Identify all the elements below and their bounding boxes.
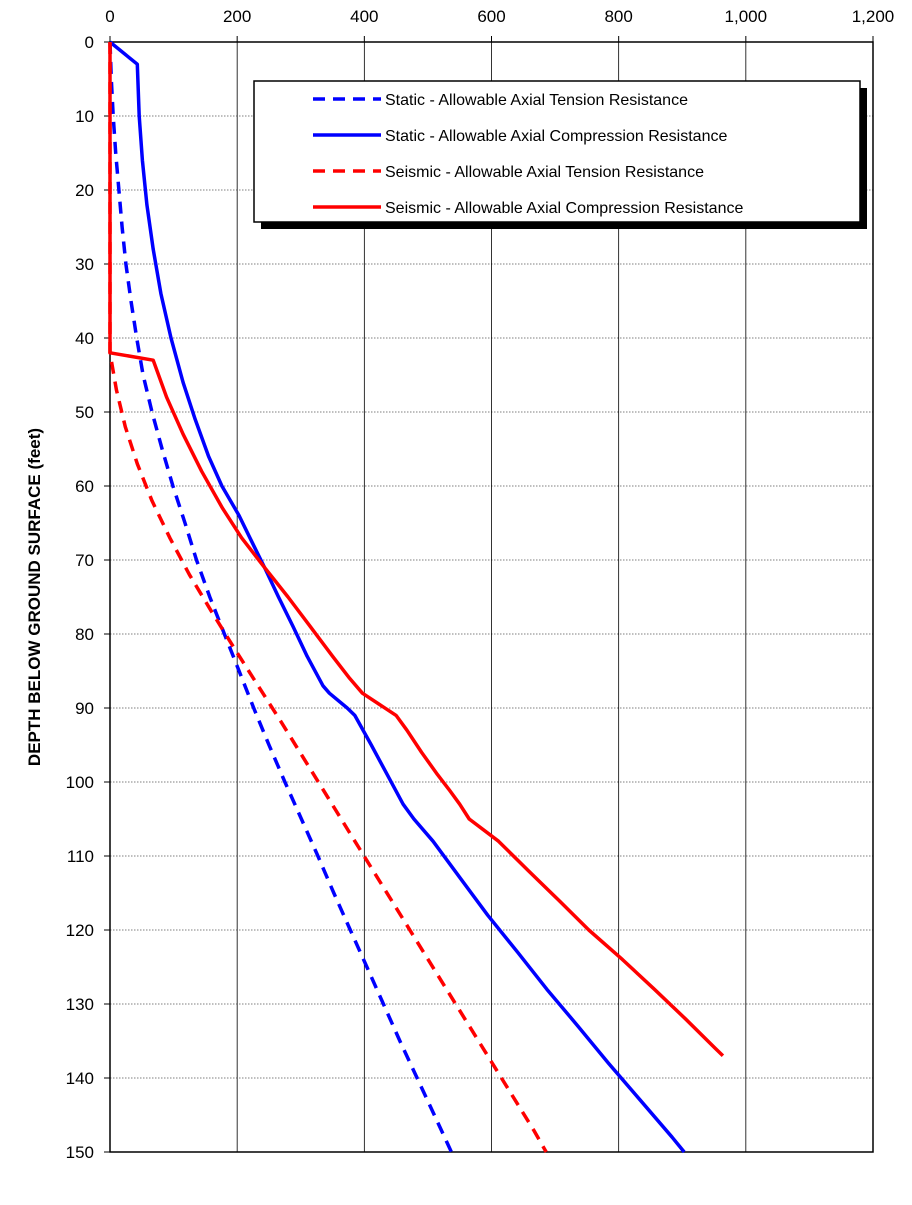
x-tick-label: 1,000 xyxy=(725,7,768,26)
x-axis-ticks: 0 200 400 600 800 1,000 1,200 xyxy=(105,7,894,42)
y-axis-ticks: 0 10 20 30 40 50 60 70 80 90 100 110 120 130 140 150 xyxy=(66,33,110,1162)
y-tick-label: 150 xyxy=(66,1143,94,1162)
y-tick-label: 60 xyxy=(75,477,94,496)
legend-label: Static - Allowable Axial Compression Res… xyxy=(385,128,727,145)
y-tick-label: 40 xyxy=(75,329,94,348)
y-tick-label: 0 xyxy=(85,33,94,52)
x-tick-label: 600 xyxy=(477,7,505,26)
legend-box xyxy=(253,80,861,223)
series-line-2 xyxy=(108,40,686,1154)
x-tick-label: 800 xyxy=(604,7,632,26)
series-line-4 xyxy=(108,42,725,1058)
y-tick-label: 90 xyxy=(75,699,94,718)
legend: Static - Allowable Axial Tension Resista… xyxy=(253,80,867,229)
y-tick-label: 140 xyxy=(66,1069,94,1088)
x-tick-label: 200 xyxy=(223,7,251,26)
x-tick-label: 400 xyxy=(350,7,378,26)
legend-label: Seismic - Allowable Axial Compression Re… xyxy=(385,200,743,217)
series-line-3 xyxy=(108,42,548,1153)
y-tick-label: 20 xyxy=(75,181,94,200)
series-line-1 xyxy=(108,41,453,1153)
y-tick-label: 120 xyxy=(66,921,94,940)
y-tick-label: 70 xyxy=(75,551,94,570)
legend-label: Seismic - Allowable Axial Tension Resist… xyxy=(385,164,704,181)
legend-label: Static - Allowable Axial Tension Resista… xyxy=(385,92,688,109)
y-tick-label: 30 xyxy=(75,255,94,274)
y-tick-label: 100 xyxy=(66,773,94,792)
y-tick-label: 130 xyxy=(66,995,94,1014)
y-tick-label: 10 xyxy=(75,107,94,126)
x-tick-label: 0 xyxy=(105,7,114,26)
y-axis-label: DEPTH BELOW GROUND SURFACE (feet) xyxy=(25,428,44,766)
y-tick-label: 110 xyxy=(67,847,94,866)
series-lines xyxy=(108,40,725,1154)
y-tick-label: 50 xyxy=(75,403,94,422)
x-tick-label: 1,200 xyxy=(852,7,895,26)
legend-items: Static - Allowable Axial Tension Resista… xyxy=(313,92,743,217)
y-tick-label: 80 xyxy=(75,625,94,644)
